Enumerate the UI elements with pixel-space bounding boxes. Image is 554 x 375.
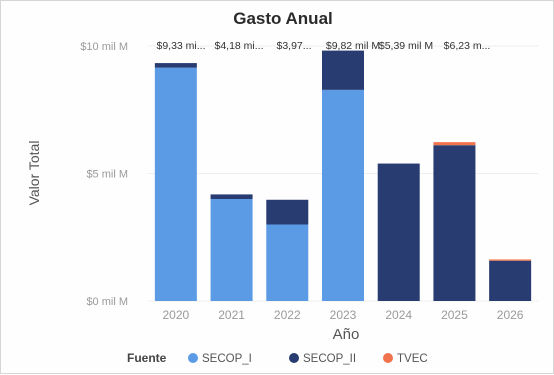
x-tick-label: 2025 [441, 308, 468, 322]
bar-segment-secop-i [155, 68, 197, 301]
data-label: $9,82 mil M [326, 40, 380, 52]
chart-title: Gasto Anual [233, 9, 333, 28]
bars [155, 51, 531, 301]
y-tick-label: $10 mil M [80, 41, 128, 53]
bar-segment-tvec [489, 259, 531, 260]
bar-segment-secop-ii [322, 51, 364, 90]
legend-marker [383, 353, 393, 363]
bar-segment-tvec [433, 142, 475, 145]
bar-segment-secop-ii [378, 164, 420, 301]
x-tick-label: 2021 [218, 308, 245, 322]
y-tick-label: $5 mil M [86, 169, 128, 181]
bar-segment-secop-i [322, 90, 364, 301]
data-label: $5,39 mil M [379, 40, 433, 52]
legend-title: Fuente [127, 351, 167, 365]
x-tick-label: 2026 [497, 308, 524, 322]
bar-segment-secop-ii [155, 63, 197, 68]
bar-segment-secop-ii [489, 261, 531, 301]
x-tick-label: 2020 [163, 308, 190, 322]
y-axis-ticks: $0 mil M $5 mil M $10 mil M [80, 41, 128, 308]
x-axis-ticks: 2020 2021 2022 2023 2024 2025 2026 [163, 308, 524, 322]
y-axis-label: Valor Total [26, 141, 42, 206]
data-label: $4,18 mi... [214, 40, 263, 52]
legend: Fuente SECOP_I SECOP_II TVEC [127, 351, 428, 365]
x-axis-label: Año [333, 326, 360, 343]
data-label: $9,33 mi... [156, 40, 205, 52]
y-tick-label: $0 mil M [86, 296, 128, 308]
x-tick-label: 2022 [274, 308, 301, 322]
legend-entry: SECOP_II [303, 353, 356, 365]
legend-marker [188, 353, 198, 363]
x-tick-label: 2024 [385, 308, 412, 322]
bar-segment-secop-ii [433, 145, 475, 301]
bar-segment-secop-i [266, 225, 308, 302]
data-label: $3,97... [276, 40, 311, 52]
legend-marker [289, 353, 299, 363]
bar-segment-secop-ii [266, 200, 308, 225]
legend-entry: TVEC [397, 353, 428, 365]
x-tick-label: 2023 [330, 308, 357, 322]
bar-segment-secop-i [211, 199, 253, 301]
legend-entry: SECOP_I [202, 353, 252, 365]
data-label: $6,23 m... [444, 40, 491, 52]
bar-segment-secop-ii [211, 194, 253, 199]
